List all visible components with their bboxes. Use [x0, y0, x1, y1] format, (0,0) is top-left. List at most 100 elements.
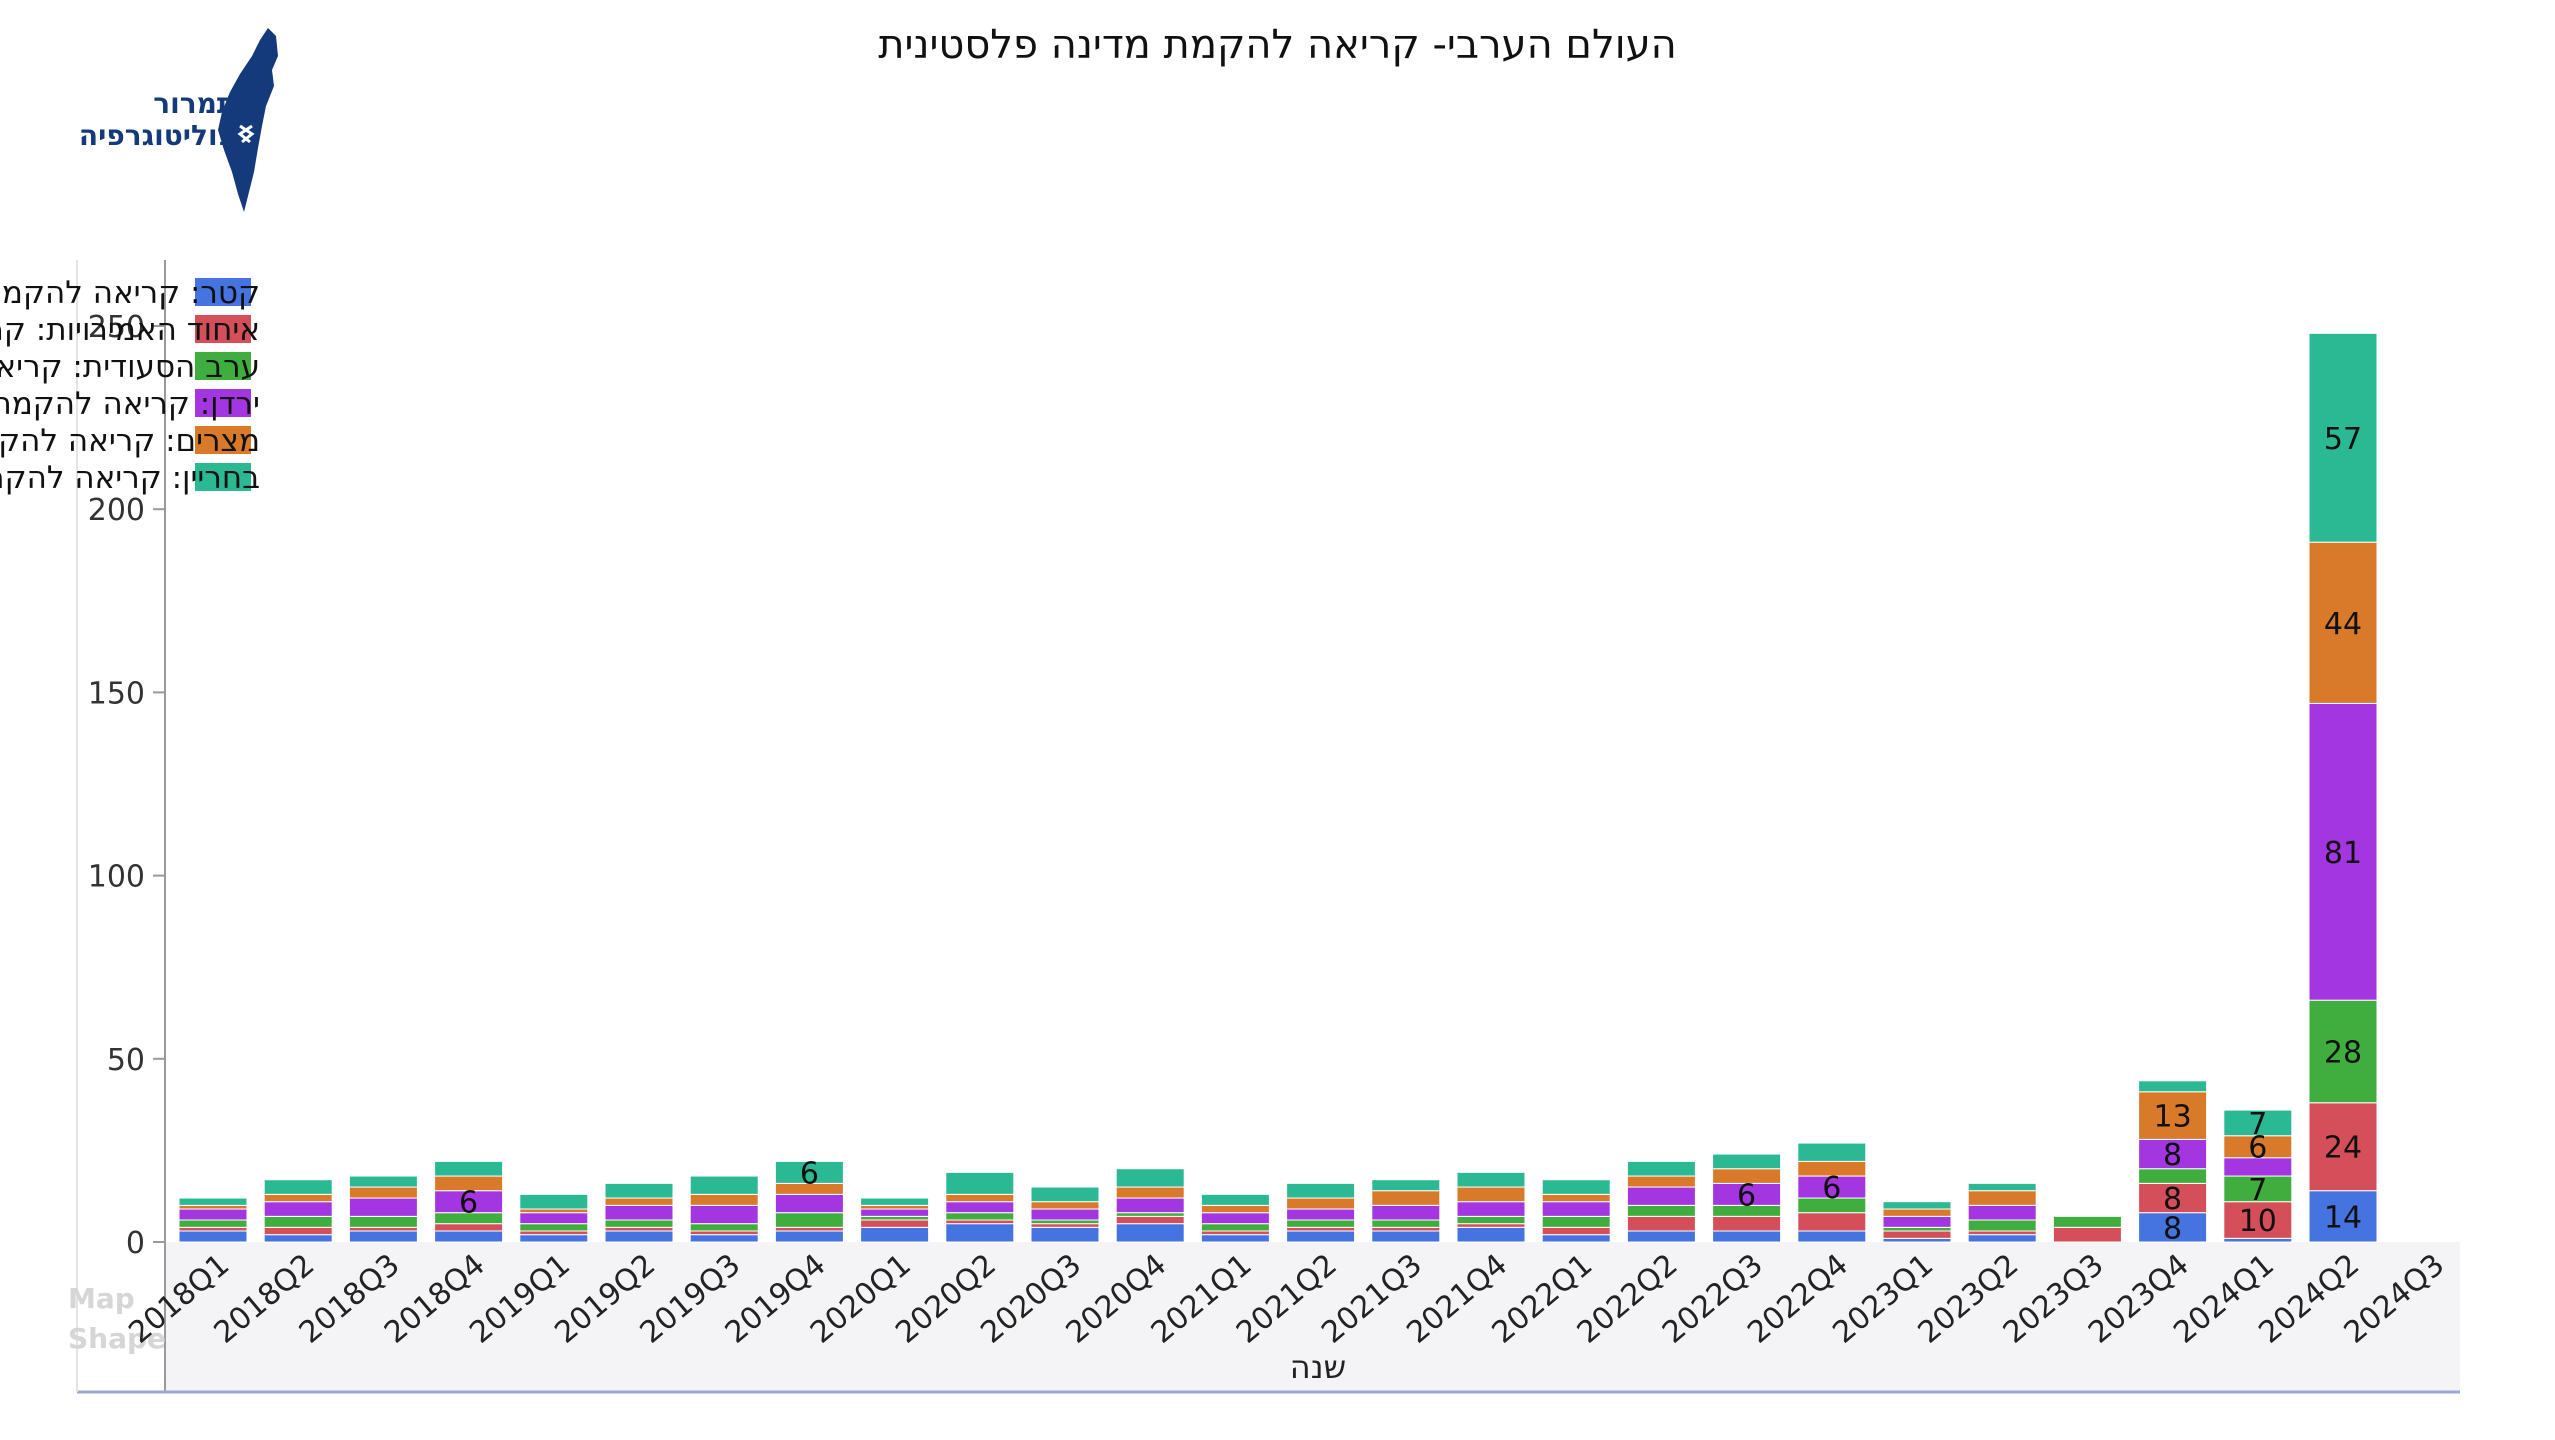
bar-segment[interactable] — [1967, 1182, 2037, 1192]
bar-segment[interactable] — [1456, 1223, 1526, 1228]
bar-segment[interactable] — [519, 1208, 589, 1214]
bar-segment[interactable] — [1200, 1230, 1270, 1236]
bar-segment[interactable] — [1967, 1190, 2037, 1206]
bar-segment[interactable] — [2308, 332, 2378, 543]
bar-segment[interactable] — [1882, 1201, 1952, 1210]
bar-segment[interactable] — [2138, 1212, 2208, 1243]
bar-segment[interactable] — [604, 1197, 674, 1206]
bar-segment[interactable] — [1626, 1175, 1696, 1188]
bar-segment[interactable] — [1882, 1237, 1952, 1243]
bar-segment[interactable] — [1626, 1230, 1696, 1243]
bar-segment[interactable] — [2138, 1182, 2208, 1214]
bar-segment[interactable] — [1797, 1212, 1867, 1232]
bar-segment[interactable] — [2052, 1215, 2122, 1228]
bar-segment[interactable] — [1286, 1182, 1356, 1199]
bar-segment[interactable] — [1882, 1226, 1952, 1232]
bar-segment[interactable] — [689, 1204, 759, 1225]
bar-segment[interactable] — [1286, 1197, 1356, 1210]
bar-segment[interactable] — [1200, 1212, 1270, 1225]
bar-segment[interactable] — [263, 1193, 333, 1203]
bar-segment[interactable] — [945, 1212, 1015, 1221]
bar-segment[interactable] — [348, 1226, 418, 1232]
bar-segment[interactable] — [604, 1204, 674, 1221]
bar-segment[interactable] — [1371, 1190, 1441, 1206]
bar-segment[interactable] — [2223, 1201, 2293, 1239]
bar-segment[interactable] — [774, 1212, 844, 1228]
bar-segment[interactable] — [1115, 1215, 1185, 1225]
bar-segment[interactable] — [860, 1219, 930, 1228]
bar-segment[interactable] — [519, 1212, 589, 1225]
bar-segment[interactable] — [1967, 1204, 2037, 1221]
bar-segment[interactable] — [2138, 1080, 2208, 1093]
bar-segment[interactable] — [1882, 1215, 1952, 1228]
bar-segment[interactable] — [1115, 1223, 1185, 1243]
bar-segment[interactable] — [1712, 1215, 1782, 1232]
bar-segment[interactable] — [689, 1223, 759, 1232]
bar-segment[interactable] — [2308, 541, 2378, 704]
bar-segment[interactable] — [348, 1186, 418, 1199]
bar-segment[interactable] — [263, 1201, 333, 1217]
bar-segment[interactable] — [2138, 1091, 2208, 1140]
bar-segment[interactable] — [178, 1226, 248, 1232]
bar-segment[interactable] — [1371, 1219, 1441, 1228]
bar-segment[interactable] — [178, 1204, 248, 1210]
bar-segment[interactable] — [178, 1230, 248, 1243]
bar-segment[interactable] — [689, 1230, 759, 1236]
bar-segment[interactable] — [1030, 1219, 1100, 1225]
bar-segment[interactable] — [1030, 1226, 1100, 1243]
bar-segment[interactable] — [860, 1226, 930, 1243]
bar-segment[interactable] — [1286, 1230, 1356, 1243]
bar-segment[interactable] — [604, 1226, 674, 1232]
bar-segment[interactable] — [1712, 1153, 1782, 1170]
bar-segment[interactable] — [860, 1208, 930, 1217]
bar-segment[interactable] — [1882, 1208, 1952, 1217]
bar-segment[interactable] — [2308, 1190, 2378, 1243]
bar-segment[interactable] — [1967, 1230, 2037, 1236]
bar-segment[interactable] — [860, 1204, 930, 1210]
bar-segment[interactable] — [178, 1197, 248, 1206]
bar-segment[interactable] — [1115, 1212, 1185, 1217]
bar-segment[interactable] — [1286, 1208, 1356, 1221]
bar-segment[interactable] — [2308, 1102, 2378, 1192]
bar-segment[interactable] — [689, 1175, 759, 1195]
bar-segment[interactable] — [1541, 1215, 1611, 1228]
bar-segment[interactable] — [1030, 1186, 1100, 1203]
bar-segment[interactable] — [774, 1230, 844, 1243]
bar-segment[interactable] — [860, 1197, 930, 1206]
bar-segment[interactable] — [1541, 1234, 1611, 1243]
bar-segment[interactable] — [945, 1219, 1015, 1225]
bar-segment[interactable] — [1456, 1186, 1526, 1203]
bar-segment[interactable] — [1626, 1204, 1696, 1217]
bar-segment[interactable] — [348, 1230, 418, 1243]
bar-segment[interactable] — [263, 1179, 333, 1195]
bar-segment[interactable] — [1115, 1186, 1185, 1199]
bar-segment[interactable] — [1030, 1208, 1100, 1221]
bar-segment[interactable] — [860, 1215, 930, 1221]
bar-segment[interactable] — [1286, 1219, 1356, 1228]
bar-segment[interactable] — [519, 1234, 589, 1243]
bar-segment[interactable] — [263, 1234, 333, 1243]
bar-segment[interactable] — [1456, 1171, 1526, 1188]
bar-segment[interactable] — [945, 1171, 1015, 1195]
bar-segment[interactable] — [2308, 702, 2378, 1001]
bar-segment[interactable] — [1286, 1226, 1356, 1232]
bar-segment[interactable] — [1712, 1230, 1782, 1243]
bar-segment[interactable] — [1030, 1201, 1100, 1210]
bar-segment[interactable] — [2052, 1226, 2122, 1243]
bar-segment[interactable] — [1200, 1193, 1270, 1206]
bar-segment[interactable] — [1371, 1204, 1441, 1221]
bar-segment[interactable] — [2223, 1109, 2293, 1137]
bar-segment[interactable] — [1626, 1160, 1696, 1177]
bar-segment[interactable] — [1797, 1230, 1867, 1243]
bar-segment[interactable] — [178, 1219, 248, 1228]
bar-segment[interactable] — [1030, 1223, 1100, 1228]
bar-segment[interactable] — [519, 1230, 589, 1236]
bar-segment[interactable] — [348, 1175, 418, 1188]
bar-segment[interactable] — [1200, 1234, 1270, 1243]
bar-segment[interactable] — [1115, 1168, 1185, 1188]
bar-segment[interactable] — [774, 1226, 844, 1232]
bar-segment[interactable] — [348, 1197, 418, 1217]
bar-segment[interactable] — [434, 1160, 504, 1177]
bar-segment[interactable] — [1371, 1230, 1441, 1243]
bar-segment[interactable] — [604, 1230, 674, 1243]
